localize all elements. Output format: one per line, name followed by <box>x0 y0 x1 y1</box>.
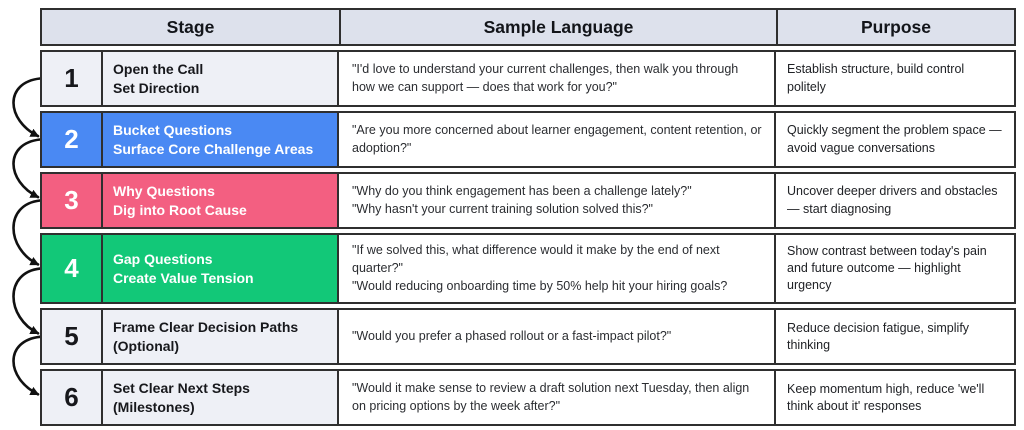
stage-title: Open the Call <box>113 61 204 78</box>
stage-title: Gap Questions <box>113 251 213 268</box>
purpose-cell: Reduce decision fatigue, simplify thinki… <box>776 310 1014 363</box>
stage-number: 3 <box>42 174 103 227</box>
sample-quote: "I'd love to understand your current cha… <box>352 61 739 94</box>
stage-subtitle: Set Direction <box>113 79 200 96</box>
stage-table: Stage Sample Language Purpose 1 Open the… <box>40 8 1016 427</box>
stage-subtitle: Create Value Tension <box>113 269 254 286</box>
sample-language-cell: "I'd love to understand your current cha… <box>339 52 776 105</box>
sample-language-cell: "Would it make sense to review a draft s… <box>339 371 776 425</box>
table-row-2-bucket-questions: 2 Bucket Questions Surface Core Challeng… <box>40 111 1016 168</box>
stage-connector-arrow <box>12 199 42 266</box>
sample-language-cell: "Why do you think engagement has been a … <box>339 174 776 227</box>
stage-number: 4 <box>42 235 103 303</box>
stage-label: Why Questions Dig into Root Cause <box>103 174 339 227</box>
table-header-row: Stage Sample Language Purpose <box>40 8 1016 46</box>
sample-quote: "Would you prefer a phased rollout or a … <box>352 328 672 343</box>
purpose-cell: Quickly segment the problem space — avoi… <box>776 113 1014 166</box>
table-row-1-open-the-call: 1 Open the Call Set Direction "I'd love … <box>40 50 1016 107</box>
table-row-5-frame-decision-paths: 5 Frame Clear Decision Paths (Optional) … <box>40 308 1016 366</box>
stage-label: Bucket Questions Surface Core Challenge … <box>103 113 339 166</box>
stage-connector-arrow <box>12 138 42 199</box>
purpose-text: Quickly segment the problem space — avoi… <box>787 123 1002 155</box>
table-row-4-gap-questions: 4 Gap Questions Create Value Tension "If… <box>40 233 1016 305</box>
purpose-cell: Establish structure, build control polit… <box>776 52 1014 105</box>
sample-language-cell: "Are you more concerned about learner en… <box>339 113 776 166</box>
purpose-text: Reduce decision fatigue, simplify thinki… <box>787 320 970 352</box>
sample-quote: "Would it make sense to review a draft s… <box>352 381 750 413</box>
stage-subtitle: Dig into Root Cause <box>113 201 247 218</box>
stage-subtitle: (Milestones) <box>113 398 195 415</box>
sample-quote: "If we solved this, what difference woul… <box>352 243 720 275</box>
stage-title: Set Clear Next Steps <box>113 380 250 397</box>
stage-title: Frame Clear Decision Paths <box>113 319 299 336</box>
purpose-text: Establish structure, build control polit… <box>787 62 965 94</box>
sample-quote: "Are you more concerned about learner en… <box>352 122 762 155</box>
purpose-cell: Uncover deeper drivers and obstacles — s… <box>776 174 1014 227</box>
stage-number: 2 <box>42 113 103 166</box>
sample-language-cell: "If we solved this, what difference woul… <box>339 235 776 303</box>
stage-number: 5 <box>42 310 103 364</box>
table-row-6-set-next-steps: 6 Set Clear Next Steps (Milestones) "Wou… <box>40 369 1016 427</box>
purpose-cell: Show contrast between today's pain and f… <box>776 235 1014 302</box>
column-header-sample-language: Sample Language <box>341 10 778 44</box>
stage-title: Bucket Questions <box>113 122 233 139</box>
purpose-text: Uncover deeper drivers and obstacles — s… <box>787 184 998 216</box>
stage-subtitle: Surface Core Challenge Areas <box>113 140 314 157</box>
stage-connector-arrow <box>12 335 42 396</box>
purpose-cell: Keep momentum high, reduce 'we'll think … <box>776 371 1014 424</box>
column-header-purpose: Purpose <box>860 16 932 37</box>
stage-label: Frame Clear Decision Paths (Optional) <box>103 310 339 364</box>
stage-number: 6 <box>42 371 103 425</box>
stage-number: 1 <box>42 52 103 105</box>
purpose-text: Show contrast between today's pain and f… <box>787 243 987 293</box>
sample-quote: "Why do you think engagement has been a … <box>352 183 692 198</box>
stage-label: Gap Questions Create Value Tension <box>103 235 339 303</box>
sample-quote: "Why hasn't your current training soluti… <box>352 201 653 216</box>
stage-label: Set Clear Next Steps (Milestones) <box>103 371 339 425</box>
stage-subtitle: (Optional) <box>113 337 180 354</box>
table-row-3-why-questions: 3 Why Questions Dig into Root Cause "Why… <box>40 172 1016 229</box>
stage-connector-arrow <box>12 77 42 138</box>
sample-quote: "Would reducing onboarding time by 50% h… <box>352 278 728 293</box>
stage-title: Why Questions <box>113 183 215 200</box>
stage-connector-arrow <box>12 267 42 335</box>
stage-label: Open the Call Set Direction <box>103 52 339 105</box>
purpose-text: Keep momentum high, reduce 'we'll think … <box>787 381 985 413</box>
sample-language-cell: "Would you prefer a phased rollout or a … <box>339 310 776 364</box>
column-header-stage: Stage <box>42 10 341 44</box>
